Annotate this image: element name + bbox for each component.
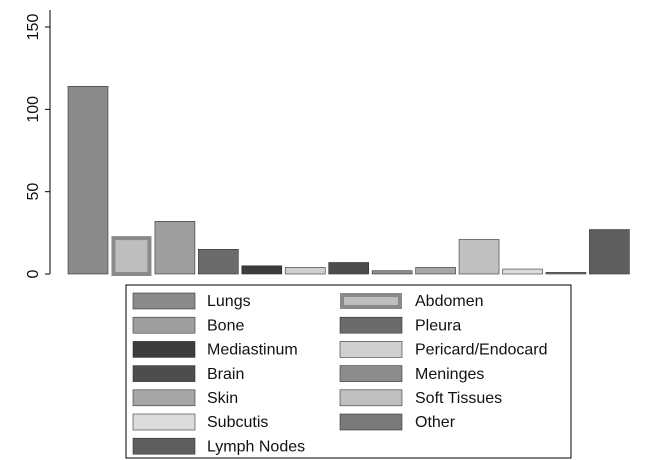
legend-label: Lymph Nodes xyxy=(207,438,305,455)
bar xyxy=(154,221,196,275)
legend-swatch xyxy=(132,316,196,334)
legend-label: Lungs xyxy=(207,293,251,310)
bar xyxy=(198,249,239,275)
y-tick-label: 0 xyxy=(25,269,42,278)
bar xyxy=(458,239,500,275)
bar xyxy=(502,268,543,275)
bar xyxy=(545,272,587,275)
bar xyxy=(111,236,152,276)
bar xyxy=(328,262,370,275)
y-tick-label: 50 xyxy=(25,183,42,201)
bar xyxy=(67,85,109,275)
legend-swatch xyxy=(339,413,403,431)
legend-swatch xyxy=(339,316,403,334)
bar xyxy=(284,267,326,275)
legend-swatch xyxy=(340,293,402,309)
bar xyxy=(415,267,456,275)
legend-label: Mediastinum xyxy=(207,342,298,359)
legend-label: Pericard/Endocard xyxy=(415,342,548,359)
legend-label: Abdomen xyxy=(415,293,484,310)
legend-label: Pleura xyxy=(415,317,461,334)
legend-label: Soft Tissues xyxy=(415,390,502,407)
legend-swatch xyxy=(132,437,196,455)
legend-swatch xyxy=(132,341,196,358)
legend-swatch xyxy=(132,389,196,407)
legend-swatch xyxy=(339,389,403,407)
legend-label: Bone xyxy=(207,317,244,334)
legend-swatch xyxy=(339,365,403,382)
legend-label: Subcutis xyxy=(207,414,268,431)
legend-label: Skin xyxy=(207,390,238,407)
y-tick-label: 100 xyxy=(25,96,42,123)
bar xyxy=(241,265,283,275)
bar xyxy=(371,270,413,275)
legend-label: Brain xyxy=(207,366,244,383)
legend-swatch xyxy=(132,365,196,382)
bar xyxy=(589,229,630,275)
legend-label: Other xyxy=(415,414,456,431)
legend-swatch xyxy=(132,292,196,310)
legend-swatch xyxy=(339,341,403,358)
legend-swatch xyxy=(132,413,196,431)
legend-label: Meninges xyxy=(415,366,484,383)
y-tick-label: 150 xyxy=(25,14,42,41)
